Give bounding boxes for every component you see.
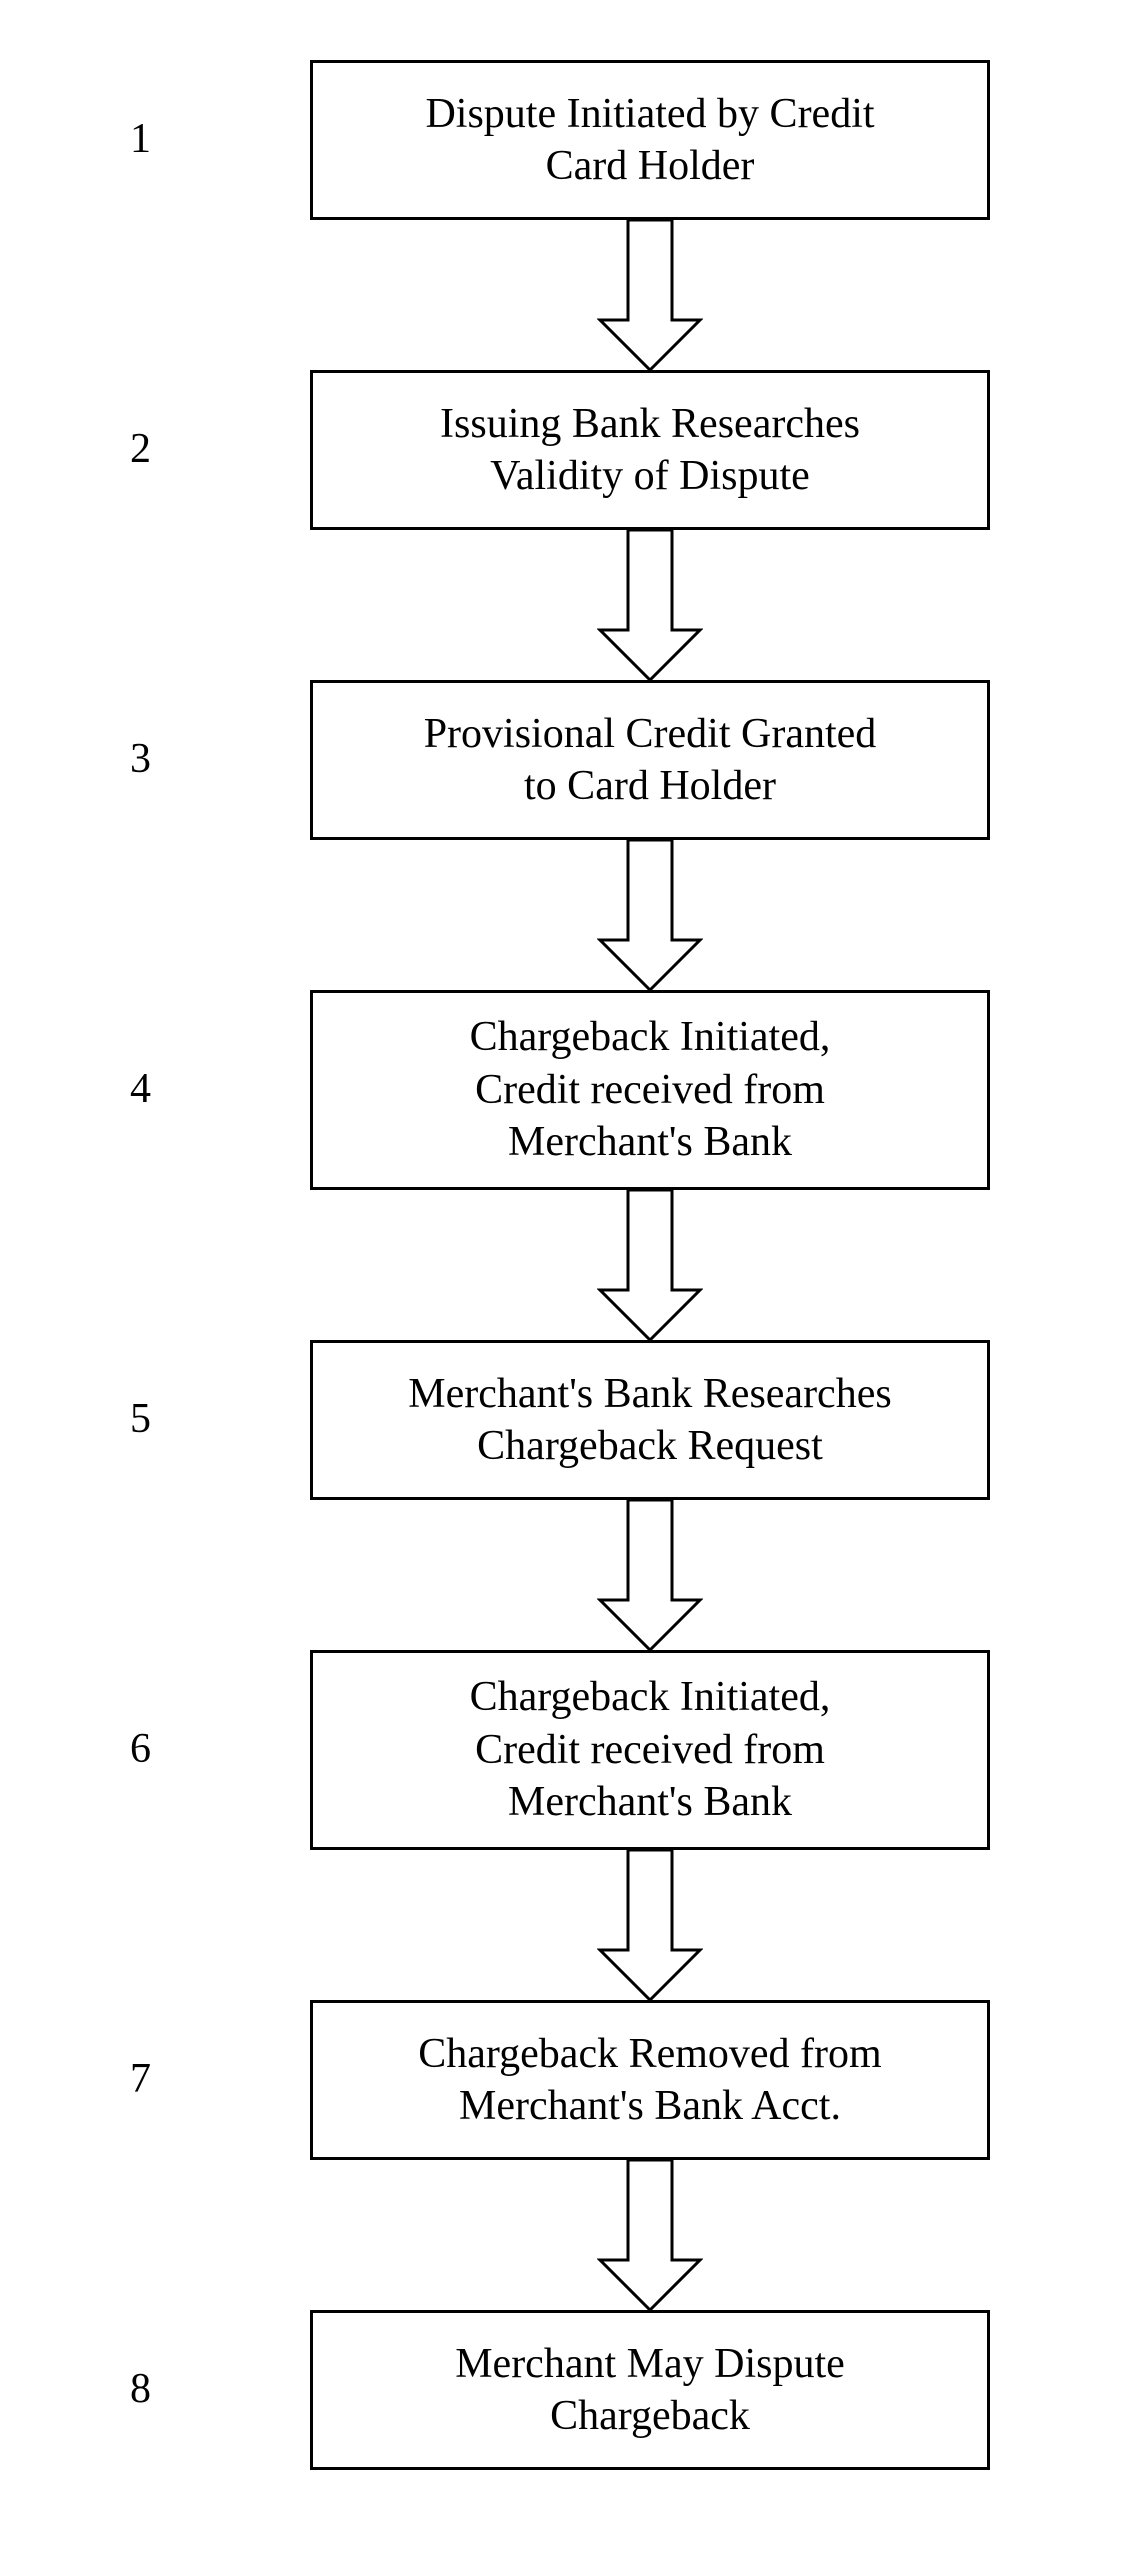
step-box-1: Dispute Initiated by Credit Card Holder	[310, 60, 990, 220]
step-box-5: Merchant's Bank Researches Chargeback Re…	[310, 1340, 990, 1500]
step-number-8: 8	[130, 2365, 151, 2413]
step-box-2: Issuing Bank Researches Validity of Disp…	[310, 370, 990, 530]
arrow-shape-7	[600, 2160, 700, 2310]
step-label-7: Chargeback Removed from Merchant's Bank …	[418, 2028, 881, 2133]
arrow-shape-5	[600, 1500, 700, 1650]
arrow-shape-6	[600, 1850, 700, 2000]
arrow-6	[597, 1850, 703, 2003]
arrow-7	[597, 2160, 703, 2313]
step-number-2: 2	[130, 425, 151, 473]
arrow-shape-4	[600, 1190, 700, 1340]
arrow-5	[597, 1500, 703, 1653]
step-label-1: Dispute Initiated by Credit Card Holder	[425, 88, 874, 193]
step-label-4: Chargeback Initiated, Credit received fr…	[470, 1011, 831, 1169]
arrow-4	[597, 1190, 703, 1343]
arrow-shape-1	[600, 220, 700, 370]
flowchart-container: 1 Dispute Initiated by Credit Card Holder…	[0, 0, 1143, 2550]
step-box-4: Chargeback Initiated, Credit received fr…	[310, 990, 990, 1190]
step-label-5: Merchant's Bank Researches Chargeback Re…	[408, 1368, 891, 1473]
step-box-3: Provisional Credit Granted to Card Holde…	[310, 680, 990, 840]
step-label-2: Issuing Bank Researches Validity of Disp…	[440, 398, 860, 503]
step-label-6: Chargeback Initiated, Credit received fr…	[470, 1671, 831, 1829]
step-box-8: Merchant May Dispute Chargeback	[310, 2310, 990, 2470]
arrow-shape-3	[600, 840, 700, 990]
step-number-5: 5	[130, 1395, 151, 1443]
step-number-3: 3	[130, 735, 151, 783]
arrow-3	[597, 840, 703, 993]
arrow-2	[597, 530, 703, 683]
step-label-8: Merchant May Dispute Chargeback	[455, 2338, 845, 2443]
step-number-4: 4	[130, 1065, 151, 1113]
arrow-shape-2	[600, 530, 700, 680]
step-box-6: Chargeback Initiated, Credit received fr…	[310, 1650, 990, 1850]
arrow-1	[597, 220, 703, 373]
step-number-6: 6	[130, 1725, 151, 1773]
step-number-7: 7	[130, 2055, 151, 2103]
step-number-1: 1	[130, 115, 151, 163]
step-label-3: Provisional Credit Granted to Card Holde…	[424, 708, 877, 813]
step-box-7: Chargeback Removed from Merchant's Bank …	[310, 2000, 990, 2160]
